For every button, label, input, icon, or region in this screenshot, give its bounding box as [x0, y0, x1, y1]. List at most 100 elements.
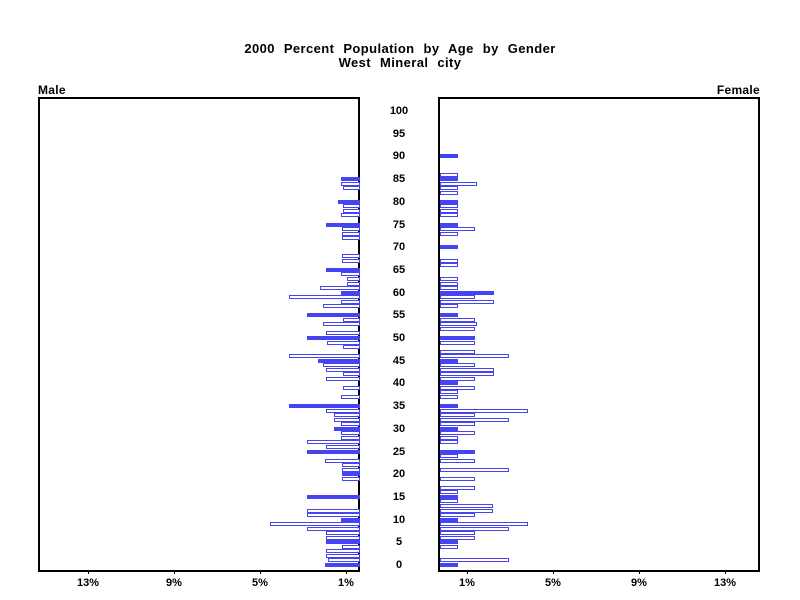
bar-male-age-63	[347, 277, 360, 281]
bar-female-age-45	[440, 359, 458, 363]
age-tick-5: 5	[395, 536, 403, 548]
bar-female-age-74	[440, 227, 475, 231]
bar-female-age-54	[440, 318, 475, 322]
bar-female-age-4	[440, 545, 458, 549]
age-tick-55: 55	[392, 309, 406, 321]
pct-tickmark	[725, 570, 726, 574]
bar-male-age-0	[325, 563, 360, 567]
bar-female-age-73	[440, 232, 458, 236]
bar-female-age-43	[440, 368, 494, 372]
age-tick-75: 75	[392, 219, 406, 231]
bar-male-age-64	[341, 272, 360, 276]
pct-tick-9%: 9%	[166, 577, 182, 589]
bar-female-age-25	[440, 450, 475, 454]
male-axis-label: Male	[38, 83, 66, 97]
age-tick-30: 30	[392, 423, 406, 435]
pct-tickmark	[88, 570, 89, 574]
pct-tick-1%: 1%	[459, 577, 475, 589]
bar-female-age-59	[440, 295, 475, 299]
bar-female-age-53	[440, 322, 477, 326]
bar-male-age-74	[342, 227, 360, 231]
bar-female-age-1	[440, 558, 509, 562]
bar-male-age-35	[289, 404, 360, 408]
bar-male-age-78	[343, 209, 360, 213]
bar-male-age-50	[307, 336, 360, 340]
bar-female-age-14	[440, 499, 458, 503]
bar-female-age-63	[440, 277, 458, 281]
bar-male-age-72	[342, 236, 360, 240]
bar-male-age-6	[326, 536, 360, 540]
age-tick-90: 90	[392, 150, 406, 162]
bar-male-age-8	[307, 527, 360, 531]
bar-male-age-49	[327, 341, 360, 345]
bar-male-age-12	[307, 509, 360, 513]
age-tick-70: 70	[392, 241, 406, 253]
bar-male-age-25	[307, 450, 360, 454]
bar-female-age-40	[440, 381, 458, 385]
bar-female-age-86	[440, 173, 458, 177]
bar-female-age-85	[440, 177, 458, 181]
bar-female-age-83	[440, 186, 458, 190]
bar-female-age-37	[440, 395, 458, 399]
bar-female-age-31	[440, 422, 475, 426]
bar-male-age-11	[307, 513, 360, 517]
bar-male-age-39	[343, 386, 360, 390]
bar-male-age-75	[326, 223, 360, 227]
pct-tick-9%: 9%	[631, 577, 647, 589]
bar-female-age-52	[440, 327, 475, 331]
bar-female-age-27	[440, 440, 458, 444]
bar-female-age-80	[440, 200, 458, 204]
age-tick-50: 50	[392, 332, 406, 344]
bar-female-age-33	[440, 413, 475, 417]
age-tick-80: 80	[392, 196, 406, 208]
bar-male-age-37	[341, 395, 360, 399]
bar-male-age-79	[343, 204, 360, 208]
bar-male-age-42	[343, 372, 360, 376]
bar-female-age-49	[440, 341, 475, 345]
bar-male-age-43	[326, 368, 360, 372]
chart-title-line2: West Mineral city	[338, 55, 462, 70]
bar-male-age-73	[342, 232, 360, 236]
bar-male-age-33	[334, 413, 360, 417]
bar-male-age-21	[342, 468, 360, 472]
bar-female-age-21	[440, 468, 509, 472]
bar-male-age-67	[342, 259, 360, 263]
bar-female-age-17	[440, 486, 475, 490]
bar-male-age-26	[326, 445, 360, 449]
bar-male-age-48	[343, 345, 360, 349]
bar-male-age-44	[323, 363, 360, 367]
age-tick-20: 20	[392, 468, 406, 480]
pct-tick-1%: 1%	[338, 577, 354, 589]
bar-female-age-78	[440, 209, 458, 213]
bar-male-age-59	[289, 295, 360, 299]
bar-female-age-13	[440, 504, 493, 508]
bar-male-age-77	[341, 213, 360, 217]
bar-female-age-34	[440, 409, 528, 413]
pct-tickmark	[260, 570, 261, 574]
bar-male-age-84	[341, 182, 360, 186]
bar-female-age-8	[440, 527, 509, 531]
bar-female-age-79	[440, 204, 458, 208]
bar-male-age-61	[320, 286, 360, 290]
age-tick-45: 45	[392, 355, 406, 367]
bar-female-age-6	[440, 536, 475, 540]
bar-female-age-7	[440, 531, 475, 535]
bar-male-age-60	[341, 291, 360, 295]
age-tick-60: 60	[392, 287, 406, 299]
age-tick-0: 0	[395, 559, 403, 571]
bar-male-age-19	[342, 477, 360, 481]
bar-male-age-2	[326, 554, 360, 558]
age-tick-40: 40	[392, 377, 406, 389]
bar-female-age-44	[440, 363, 475, 367]
pct-tickmark	[346, 570, 347, 574]
bar-female-age-66	[440, 263, 458, 267]
bar-male-age-4	[342, 545, 360, 549]
bar-female-age-24	[440, 454, 458, 458]
bar-male-age-51	[326, 331, 360, 335]
bar-female-age-19	[440, 477, 475, 481]
bar-female-age-5	[440, 540, 458, 544]
bar-female-age-0	[440, 563, 458, 567]
age-tick-85: 85	[392, 173, 406, 185]
pct-tick-5%: 5%	[545, 577, 561, 589]
bar-female-age-46	[440, 354, 509, 358]
